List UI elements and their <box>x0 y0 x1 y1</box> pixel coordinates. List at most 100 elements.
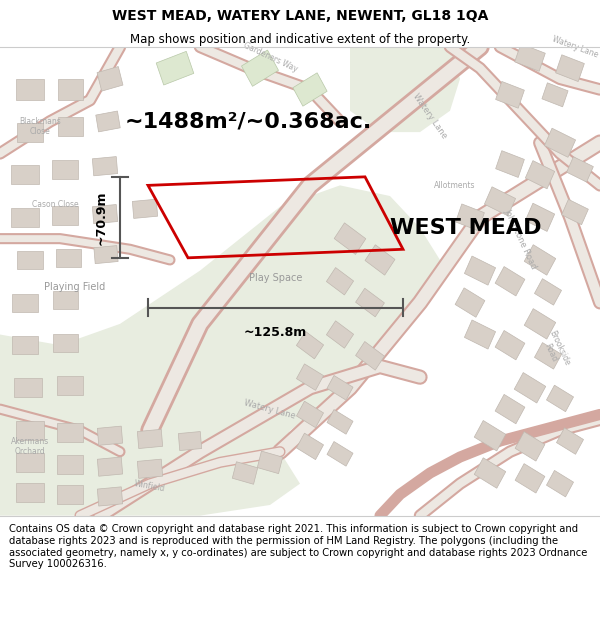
Polygon shape <box>327 376 353 400</box>
Polygon shape <box>526 203 554 231</box>
Polygon shape <box>365 245 395 275</box>
Polygon shape <box>515 464 545 493</box>
Text: Blackmans
Close: Blackmans Close <box>19 117 61 136</box>
Polygon shape <box>57 376 83 395</box>
Polygon shape <box>496 151 524 178</box>
Polygon shape <box>326 268 353 295</box>
Polygon shape <box>257 451 283 474</box>
Polygon shape <box>12 294 38 312</box>
Polygon shape <box>14 378 42 398</box>
Polygon shape <box>484 187 515 216</box>
Polygon shape <box>356 288 385 317</box>
Polygon shape <box>94 246 118 264</box>
Polygon shape <box>137 429 163 449</box>
Polygon shape <box>56 249 80 267</box>
Polygon shape <box>97 487 122 506</box>
Polygon shape <box>53 291 77 309</box>
Text: Brookside
Road: Brookside Road <box>538 329 572 372</box>
Polygon shape <box>58 79 83 100</box>
Polygon shape <box>133 199 158 218</box>
Polygon shape <box>0 47 440 516</box>
Polygon shape <box>535 342 562 369</box>
Text: Playing Field: Playing Field <box>44 282 106 292</box>
Polygon shape <box>232 462 257 484</box>
Polygon shape <box>16 421 44 440</box>
Polygon shape <box>17 251 43 269</box>
Text: Play Space: Play Space <box>249 273 302 283</box>
Polygon shape <box>178 431 202 451</box>
Polygon shape <box>92 204 118 224</box>
Polygon shape <box>547 471 574 497</box>
Polygon shape <box>242 50 278 86</box>
Polygon shape <box>96 111 120 132</box>
Polygon shape <box>542 82 568 107</box>
Polygon shape <box>16 482 44 502</box>
Polygon shape <box>11 165 39 184</box>
Polygon shape <box>455 204 484 231</box>
Polygon shape <box>515 44 545 71</box>
Polygon shape <box>464 256 496 285</box>
Polygon shape <box>524 245 556 275</box>
Polygon shape <box>556 428 584 454</box>
Polygon shape <box>334 223 366 254</box>
Polygon shape <box>514 372 546 403</box>
Polygon shape <box>515 432 545 461</box>
Polygon shape <box>137 459 163 478</box>
Text: Johnstone Road: Johnstone Road <box>502 207 538 270</box>
Polygon shape <box>495 331 525 360</box>
Polygon shape <box>495 266 525 296</box>
Text: ~125.8m: ~125.8m <box>244 326 307 339</box>
Polygon shape <box>455 288 485 318</box>
Polygon shape <box>52 160 78 179</box>
Polygon shape <box>97 426 122 446</box>
Polygon shape <box>464 320 496 349</box>
Text: Map shows position and indicative extent of the property.: Map shows position and indicative extent… <box>130 32 470 46</box>
Text: Watery Lane: Watery Lane <box>411 92 449 141</box>
Polygon shape <box>566 157 593 182</box>
Polygon shape <box>12 336 38 354</box>
Text: Akermans
Orchard: Akermans Orchard <box>11 437 49 456</box>
Polygon shape <box>97 66 123 91</box>
Polygon shape <box>52 206 78 225</box>
Polygon shape <box>350 47 460 132</box>
Polygon shape <box>16 452 44 472</box>
Text: Gardeners Way: Gardeners Way <box>242 41 298 74</box>
Polygon shape <box>293 72 327 106</box>
Text: Cason Close: Cason Close <box>32 200 79 209</box>
Text: ~70.9m: ~70.9m <box>95 190 108 244</box>
Polygon shape <box>57 485 83 504</box>
Polygon shape <box>535 279 562 305</box>
Polygon shape <box>296 401 323 428</box>
Polygon shape <box>57 455 83 474</box>
Polygon shape <box>156 51 194 85</box>
Polygon shape <box>58 118 83 136</box>
Polygon shape <box>57 423 83 442</box>
Text: WEST MEAD: WEST MEAD <box>390 218 542 238</box>
Text: Watery Lane: Watery Lane <box>551 34 599 59</box>
Text: Winfield: Winfield <box>134 479 166 493</box>
Polygon shape <box>474 421 506 451</box>
Polygon shape <box>327 409 353 434</box>
Polygon shape <box>97 457 122 476</box>
Polygon shape <box>92 157 118 176</box>
Text: Contains OS data © Crown copyright and database right 2021. This information is : Contains OS data © Crown copyright and d… <box>9 524 587 569</box>
Polygon shape <box>11 208 39 227</box>
Text: Watery Lane: Watery Lane <box>243 398 297 420</box>
Text: WEST MEAD, WATERY LANE, NEWENT, GL18 1QA: WEST MEAD, WATERY LANE, NEWENT, GL18 1QA <box>112 9 488 23</box>
Polygon shape <box>526 161 554 189</box>
Polygon shape <box>53 334 77 352</box>
Polygon shape <box>327 441 353 466</box>
Polygon shape <box>17 122 43 142</box>
Polygon shape <box>496 81 524 108</box>
Polygon shape <box>562 199 589 224</box>
Polygon shape <box>556 55 584 82</box>
Text: ~1488m²/~0.368ac.: ~1488m²/~0.368ac. <box>125 111 372 131</box>
Polygon shape <box>356 341 385 370</box>
Text: Allotments: Allotments <box>434 181 476 190</box>
Polygon shape <box>474 458 506 488</box>
Polygon shape <box>544 128 575 158</box>
Polygon shape <box>547 385 574 412</box>
Polygon shape <box>524 309 556 339</box>
Polygon shape <box>16 79 44 100</box>
Polygon shape <box>495 394 525 424</box>
